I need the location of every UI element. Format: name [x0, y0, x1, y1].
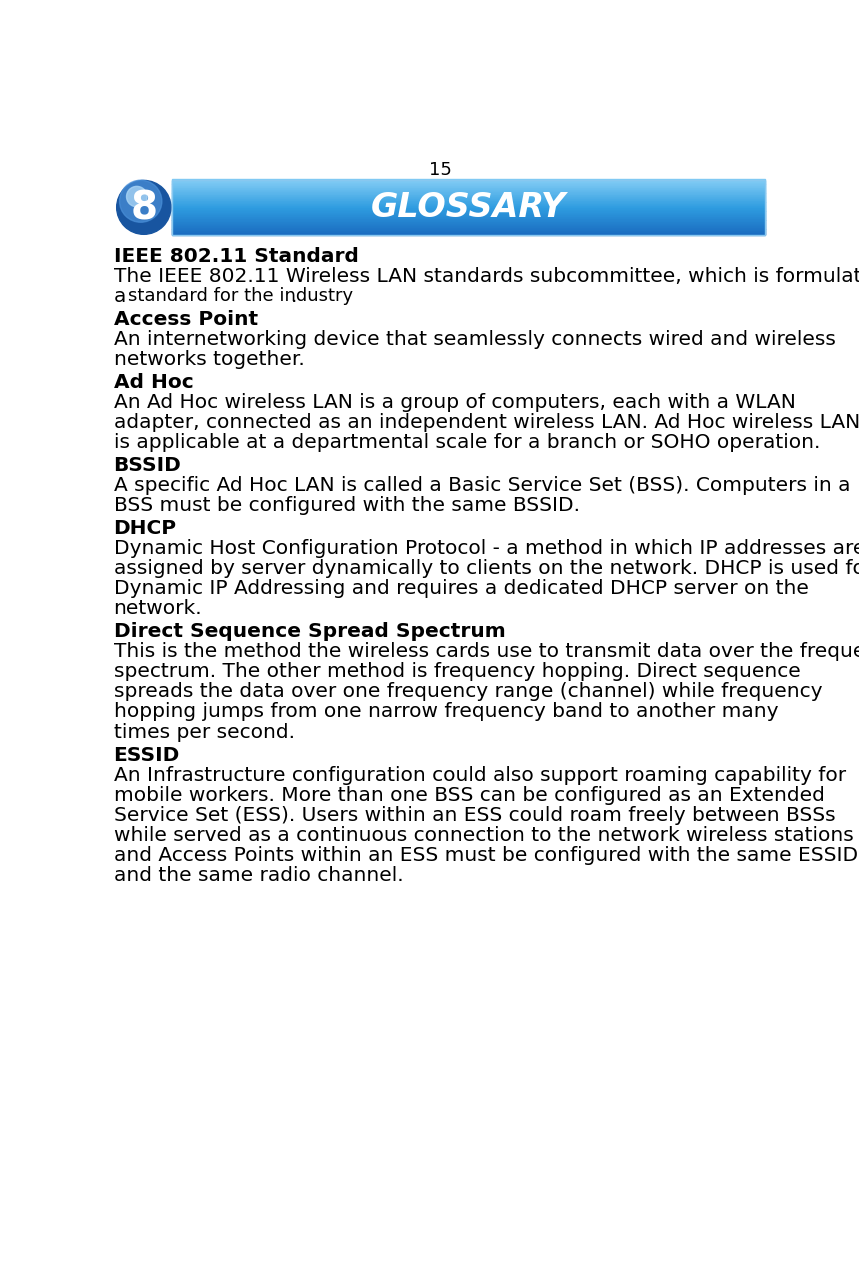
- Text: while served as a continuous connection to the network wireless stations: while served as a continuous connection …: [113, 826, 853, 844]
- Text: An internetworking device that seamlessly connects wired and wireless: An internetworking device that seamlessl…: [113, 330, 836, 349]
- Text: mobile workers. More than one BSS can be configured as an Extended: mobile workers. More than one BSS can be…: [113, 785, 825, 804]
- Circle shape: [119, 180, 161, 223]
- Text: a: a: [113, 286, 132, 306]
- Text: BSSID: BSSID: [113, 457, 181, 475]
- Text: times per second.: times per second.: [113, 723, 295, 742]
- Text: IEEE 802.11 Standard: IEEE 802.11 Standard: [113, 247, 358, 266]
- Text: An Ad Hoc wireless LAN is a group of computers, each with a WLAN: An Ad Hoc wireless LAN is a group of com…: [113, 393, 795, 412]
- Text: Dynamic IP Addressing and requires a dedicated DHCP server on the: Dynamic IP Addressing and requires a ded…: [113, 579, 808, 599]
- Text: DHCP: DHCP: [113, 519, 177, 538]
- Text: Access Point: Access Point: [113, 310, 258, 329]
- Text: network.: network.: [113, 600, 202, 618]
- Text: Service Set (ESS). Users within an ESS could roam freely between BSSs: Service Set (ESS). Users within an ESS c…: [113, 806, 835, 825]
- Text: Ad Hoc: Ad Hoc: [113, 373, 193, 391]
- Text: This is the method the wireless cards use to transmit data over the frequency: This is the method the wireless cards us…: [113, 642, 859, 661]
- Text: GLOSSARY: GLOSSARY: [371, 191, 566, 224]
- Text: The IEEE 802.11 Wireless LAN standards subcommittee, which is formulating: The IEEE 802.11 Wireless LAN standards s…: [113, 266, 859, 285]
- Text: and the same radio channel.: and the same radio channel.: [113, 866, 403, 885]
- Text: adapter, connected as an independent wireless LAN. Ad Hoc wireless LAN: adapter, connected as an independent wir…: [113, 413, 859, 432]
- Text: ESSID: ESSID: [113, 746, 180, 765]
- Text: 15: 15: [429, 161, 452, 179]
- Text: assigned by server dynamically to clients on the network. DHCP is used for: assigned by server dynamically to client…: [113, 559, 859, 578]
- Text: standard for the industry: standard for the industry: [127, 286, 353, 304]
- Text: Direct Sequence Spread Spectrum: Direct Sequence Spread Spectrum: [113, 623, 505, 641]
- Circle shape: [117, 180, 171, 234]
- Text: Dynamic Host Configuration Protocol - a method in which IP addresses are: Dynamic Host Configuration Protocol - a …: [113, 540, 859, 558]
- Circle shape: [126, 187, 147, 207]
- Text: and Access Points within an ESS must be configured with the same ESSID: and Access Points within an ESS must be …: [113, 845, 857, 865]
- Text: spreads the data over one frequency range (channel) while frequency: spreads the data over one frequency rang…: [113, 683, 822, 701]
- Bar: [173, 179, 765, 235]
- Text: spectrum. The other method is frequency hopping. Direct sequence: spectrum. The other method is frequency …: [113, 663, 801, 682]
- Text: 8: 8: [131, 189, 157, 228]
- Text: is applicable at a departmental scale for a branch or SOHO operation.: is applicable at a departmental scale fo…: [113, 434, 820, 451]
- Text: An Infrastructure configuration could also support roaming capability for: An Infrastructure configuration could al…: [113, 766, 846, 784]
- Text: A specific Ad Hoc LAN is called a Basic Service Set (BSS). Computers in a: A specific Ad Hoc LAN is called a Basic …: [113, 476, 850, 495]
- Text: hopping jumps from one narrow frequency band to another many: hopping jumps from one narrow frequency …: [113, 702, 778, 721]
- Text: .: .: [291, 286, 297, 306]
- Text: networks together.: networks together.: [113, 350, 304, 368]
- Text: BSS must be configured with the same BSSID.: BSS must be configured with the same BSS…: [113, 496, 580, 515]
